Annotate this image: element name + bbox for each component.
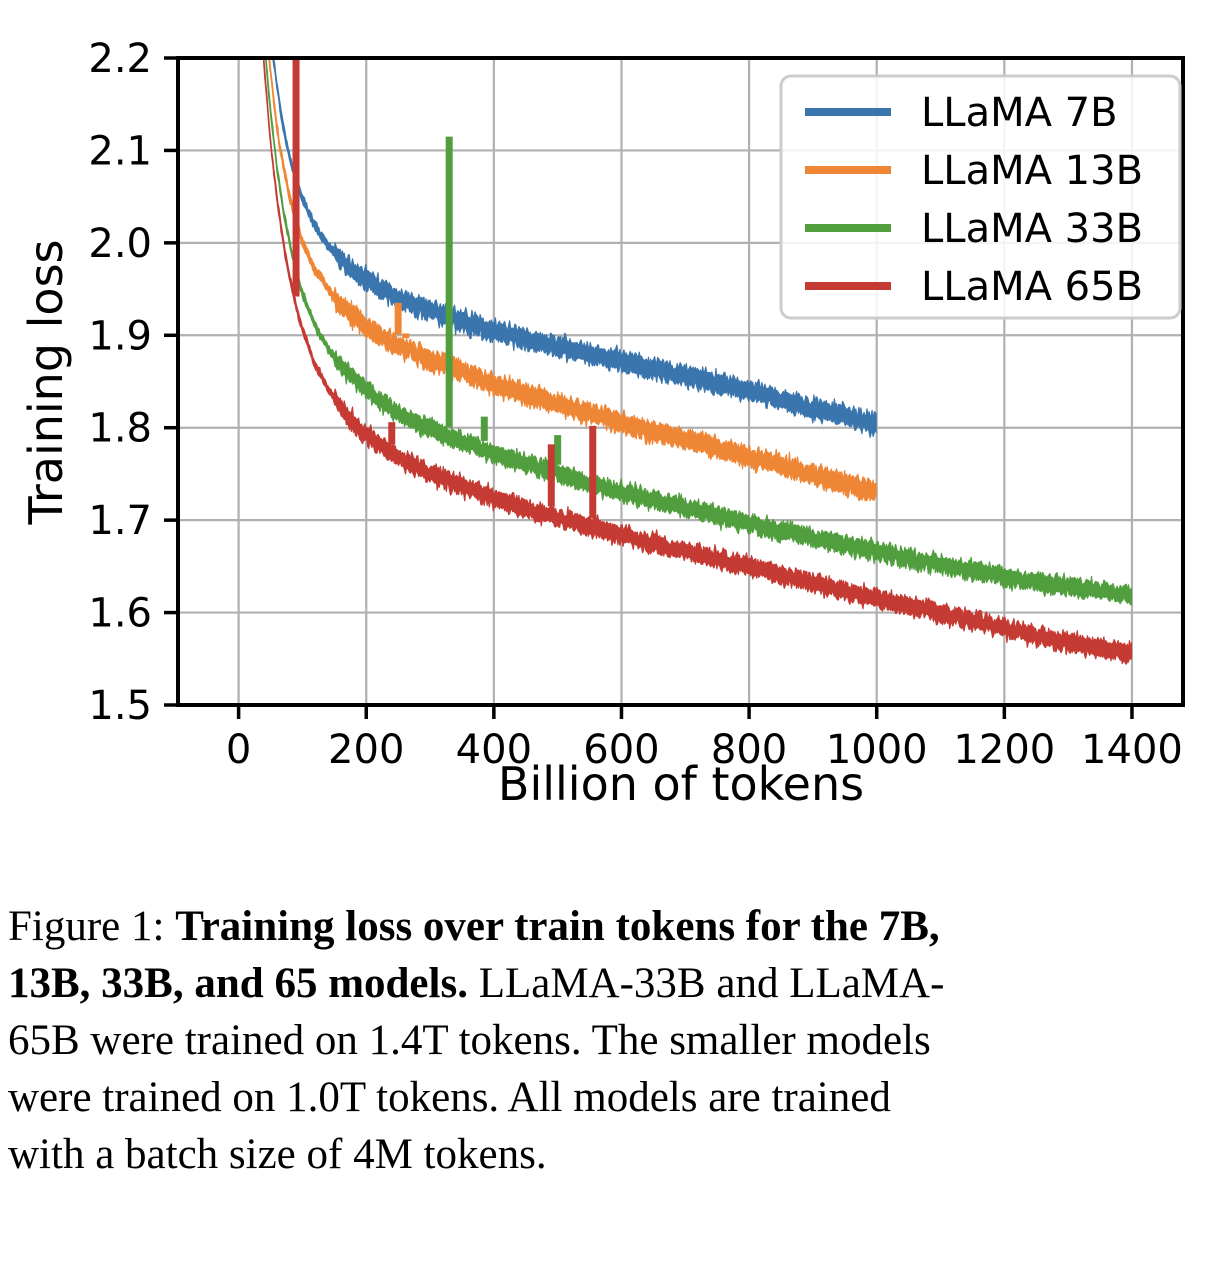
x-tick-label: 1400	[1081, 727, 1183, 773]
y-tick-label: 1.7	[88, 498, 152, 544]
series-line	[272, 58, 877, 438]
axes-frame	[176, 56, 1185, 707]
chart-tick-marks	[164, 56, 1134, 719]
y-tick-label: 1.9	[88, 313, 152, 359]
y-tick-label: 1.8	[88, 406, 152, 452]
x-tick-label: 1000	[826, 727, 928, 773]
y-axis-tick-labels: 1.5 1.6 1.7 1.8 1.9 2.0 2.1 2.2	[88, 36, 152, 729]
series-llama-7b	[272, 58, 877, 438]
training-loss-chart: 0 200 400 600 800 1000 1200 1400 1.5 1.6 1.7 1.8 1.…	[19, 36, 1185, 811]
series-llama-65b	[262, 58, 1132, 665]
y-tick-label: 1.5	[88, 683, 152, 729]
chart-series-group	[262, 58, 1132, 665]
x-tick-label: 0	[226, 727, 251, 773]
legend-label-llama-7b: LLaMA 7B	[921, 90, 1118, 136]
y-tick-label: 2.1	[88, 128, 152, 174]
x-tick-label: 1200	[953, 727, 1055, 773]
chart-svg: 0 200 400 600 800 1000 1200 1400 1.51.61.71.81.…	[19, 36, 1185, 811]
y-axis-title: Training loss	[19, 240, 73, 526]
y-tick-label: 2.2	[88, 36, 152, 82]
caption-line: 13B, 33B, and 65 models. LLaMA-33B and L…	[8, 960, 945, 1007]
y-tick-label: 1.6	[88, 591, 152, 637]
series-line	[268, 58, 877, 502]
series-llama-33b	[265, 58, 1132, 606]
x-tick-label: 600	[583, 727, 659, 773]
legend-label-llama-65b: LLaMA 65B	[921, 264, 1143, 310]
series-line	[265, 58, 1132, 606]
x-axis-tick-labels: 0 200 400 600 800 1000 1200 1400	[226, 727, 1183, 773]
caption-line: with a batch size of 4M tokens.	[8, 1131, 547, 1178]
x-axis-title: Billion of tokens	[498, 757, 864, 811]
caption-line: 65B were trained on 1.4T tokens. The sma…	[8, 1017, 931, 1064]
legend-box	[779, 74, 1182, 320]
x-tick-label: 200	[328, 727, 404, 773]
caption-line: were trained on 1.0T tokens. All models …	[8, 1074, 891, 1121]
legend-label-llama-33b: LLaMA 33B	[921, 206, 1143, 252]
figure-caption: Figure 1: Training loss over train token…	[8, 898, 1216, 1183]
caption-line: Figure 1: Training loss over train token…	[8, 903, 940, 950]
x-tick-label: 800	[711, 727, 787, 773]
legend-label-llama-13b: LLaMA 13B	[921, 148, 1143, 194]
y-tick-label: 2.0	[88, 221, 152, 267]
chart-axes-frame	[176, 56, 1185, 707]
chart-legend: LLaMA 7B LLaMA 13B LLaMA 33B LLaMA 65B	[779, 74, 1182, 320]
series-line	[262, 58, 1132, 665]
x-tick-label: 400	[456, 727, 532, 773]
